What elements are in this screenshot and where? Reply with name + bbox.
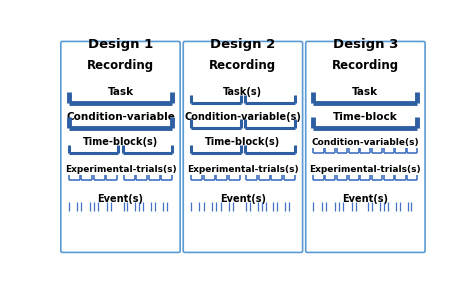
Text: Experimental-trials(s): Experimental-trials(s)	[310, 165, 421, 174]
Text: Time-block(s): Time-block(s)	[205, 137, 281, 147]
Text: Design 3: Design 3	[333, 38, 398, 51]
Text: Condition-variable(s): Condition-variable(s)	[311, 138, 419, 147]
Text: Recording: Recording	[87, 59, 154, 72]
Text: Time-block(s): Time-block(s)	[83, 137, 158, 147]
Text: Experimental-trials(s): Experimental-trials(s)	[187, 165, 299, 174]
Text: Design 1: Design 1	[88, 38, 153, 51]
Text: Condition-variable(s): Condition-variable(s)	[184, 112, 301, 122]
Text: Task: Task	[352, 87, 378, 97]
Text: Event(s): Event(s)	[220, 193, 266, 203]
Text: Task: Task	[108, 87, 134, 97]
FancyBboxPatch shape	[183, 41, 302, 253]
Text: Event(s): Event(s)	[342, 193, 388, 203]
Text: Recording: Recording	[332, 59, 399, 72]
Text: Experimental-trials(s): Experimental-trials(s)	[64, 165, 176, 174]
Text: Condition-variable: Condition-variable	[66, 112, 175, 122]
Text: Time-block: Time-block	[333, 112, 398, 122]
FancyBboxPatch shape	[306, 41, 425, 253]
FancyBboxPatch shape	[61, 41, 180, 253]
Text: Recording: Recording	[210, 59, 276, 72]
Text: Event(s): Event(s)	[98, 193, 144, 203]
Text: Task(s): Task(s)	[223, 87, 263, 97]
Text: Design 2: Design 2	[210, 38, 275, 51]
